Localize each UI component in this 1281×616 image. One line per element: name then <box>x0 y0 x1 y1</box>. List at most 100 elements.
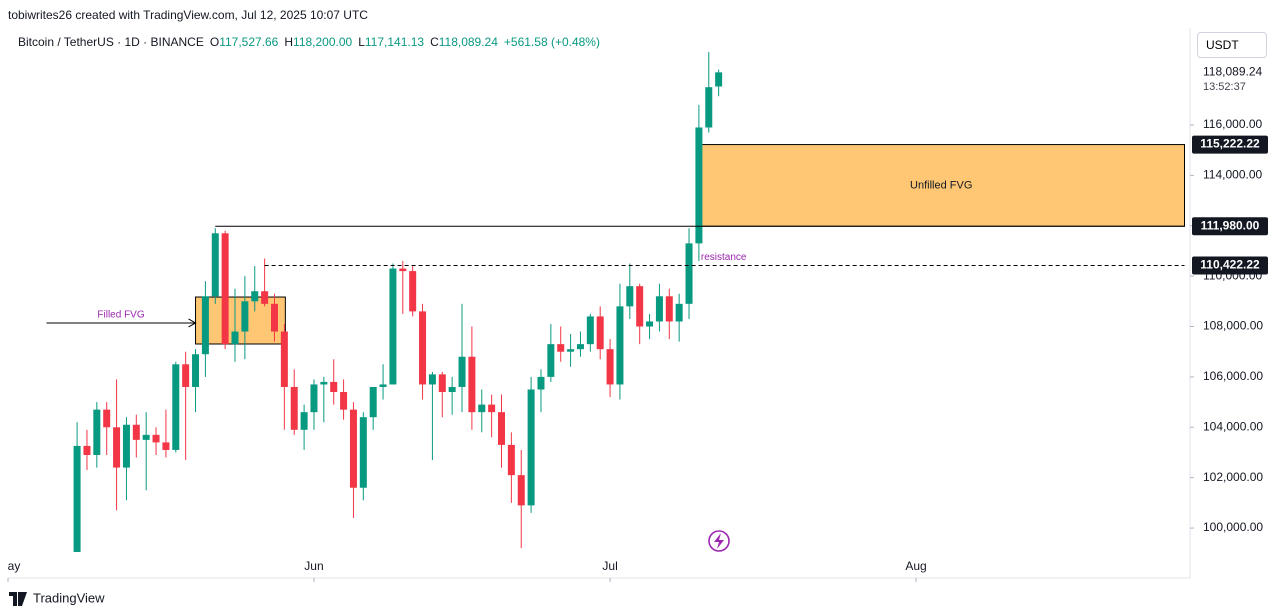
ohlc-o: O117,527.66 <box>210 35 279 49</box>
candle-body <box>103 409 111 428</box>
price-tag <box>1192 256 1268 275</box>
candle-body <box>379 384 387 387</box>
price-tag <box>1192 217 1268 236</box>
candle-body <box>162 442 170 450</box>
candle-body <box>241 301 249 332</box>
candle-body <box>251 291 259 302</box>
footer-brand: TradingView <box>33 590 105 605</box>
candle-body <box>458 356 466 387</box>
candle-body <box>201 296 209 355</box>
candle-body <box>527 389 535 506</box>
candle-body <box>359 417 367 488</box>
candle-body <box>122 424 130 468</box>
candle-body <box>507 444 515 476</box>
zone-label: Unfilled FVG <box>910 179 972 191</box>
candle-body <box>113 427 121 468</box>
candle-body <box>330 381 338 393</box>
candle-body <box>537 376 545 390</box>
fvg-zone <box>697 144 1186 227</box>
candle-body <box>616 306 624 385</box>
y-tick-label: 108,000.00 <box>1203 319 1263 333</box>
candle-body <box>340 392 348 410</box>
candle-body <box>606 349 614 385</box>
candle-body <box>93 409 101 455</box>
candle-body <box>349 409 357 488</box>
credit: tobiwrites26 created with TradingView.co… <box>8 8 368 22</box>
candle-body <box>231 331 239 345</box>
candle-body <box>132 424 140 440</box>
candle-body <box>488 404 496 413</box>
candle-body <box>626 286 634 307</box>
candle-body <box>182 364 190 387</box>
candle-body <box>705 87 713 128</box>
candle-body <box>369 386 377 418</box>
fvg-zone <box>195 296 286 345</box>
x-tick-label: Jun <box>304 559 323 573</box>
candle-body <box>83 445 91 455</box>
candle-body <box>636 286 644 327</box>
price-tag-label: 111,980.00 <box>1201 218 1260 232</box>
candle-body <box>655 296 663 322</box>
price-tag <box>1192 135 1268 154</box>
y-tick-label: 116,000.00 <box>1203 117 1262 131</box>
value: 117,141.13 <box>364 35 425 49</box>
symbol: Bitcoin / TetherUS · 1D · BINANCE <box>18 35 204 49</box>
lightning-bolt <box>714 533 724 549</box>
candle-body <box>428 374 436 385</box>
price-tag-label: 115,222.22 <box>1200 137 1260 151</box>
candle-body <box>576 344 584 350</box>
candle-body <box>715 72 723 87</box>
candle-body <box>270 303 278 332</box>
y-tick-label: 104,000.00 <box>1203 419 1263 433</box>
candle-body <box>567 349 575 352</box>
label: L <box>358 35 365 49</box>
candle-body <box>646 321 654 327</box>
y-tick-label: 106,000.00 <box>1203 369 1263 383</box>
candle-body <box>517 475 525 506</box>
value: 117,527.66 <box>219 35 279 49</box>
value: 118,200.00 <box>293 35 353 49</box>
candle-body <box>419 311 427 385</box>
candle-body <box>399 268 407 272</box>
candle-body <box>596 316 604 350</box>
x-tick-label: Jul <box>602 559 617 573</box>
candle-body <box>211 233 219 297</box>
lightning-icon[interactable] <box>708 530 730 552</box>
label: H <box>284 35 294 49</box>
candle-body <box>389 268 397 385</box>
candle-body <box>498 412 505 445</box>
y-tick-label: 102,000.00 <box>1203 470 1263 484</box>
candle-body <box>192 354 200 387</box>
candle-body <box>438 374 446 393</box>
arrow-head <box>188 318 197 328</box>
tradingview-logo <box>9 592 27 606</box>
y-tick-label: 114,000.00 <box>1203 168 1262 182</box>
x-tick-label: ay <box>8 559 21 573</box>
zone-label: Filled FVG <box>97 310 144 321</box>
candle-body <box>586 316 594 345</box>
y-tick-label: 100,000.00 <box>1203 520 1263 534</box>
candle-body <box>300 412 308 430</box>
candle-body <box>547 344 555 377</box>
candle-body <box>261 291 269 304</box>
last-price: 118,089.24 <box>1203 65 1262 79</box>
candle-body <box>685 243 693 304</box>
x-tick-label: Aug <box>905 559 926 573</box>
currency-button[interactable]: USDT <box>1197 32 1267 58</box>
candle-body <box>478 404 486 413</box>
candle-body <box>290 386 298 430</box>
legend: Bitcoin / TetherUS · 1D · BINANCE O117,5… <box>18 35 600 49</box>
candle-body <box>280 331 288 387</box>
countdown: 13:52:37 <box>1203 81 1246 93</box>
change: +561.58 (+0.48%) <box>503 35 600 49</box>
candle-body <box>675 303 683 322</box>
candle-body <box>468 356 476 413</box>
value: 118,089.24 <box>438 35 498 49</box>
candle-body <box>152 434 160 443</box>
price-tag-label: 110,422.22 <box>1200 258 1260 272</box>
ohlc-l: L117,141.13 <box>358 35 424 49</box>
candle-body <box>665 296 673 322</box>
candle-body <box>557 344 565 352</box>
